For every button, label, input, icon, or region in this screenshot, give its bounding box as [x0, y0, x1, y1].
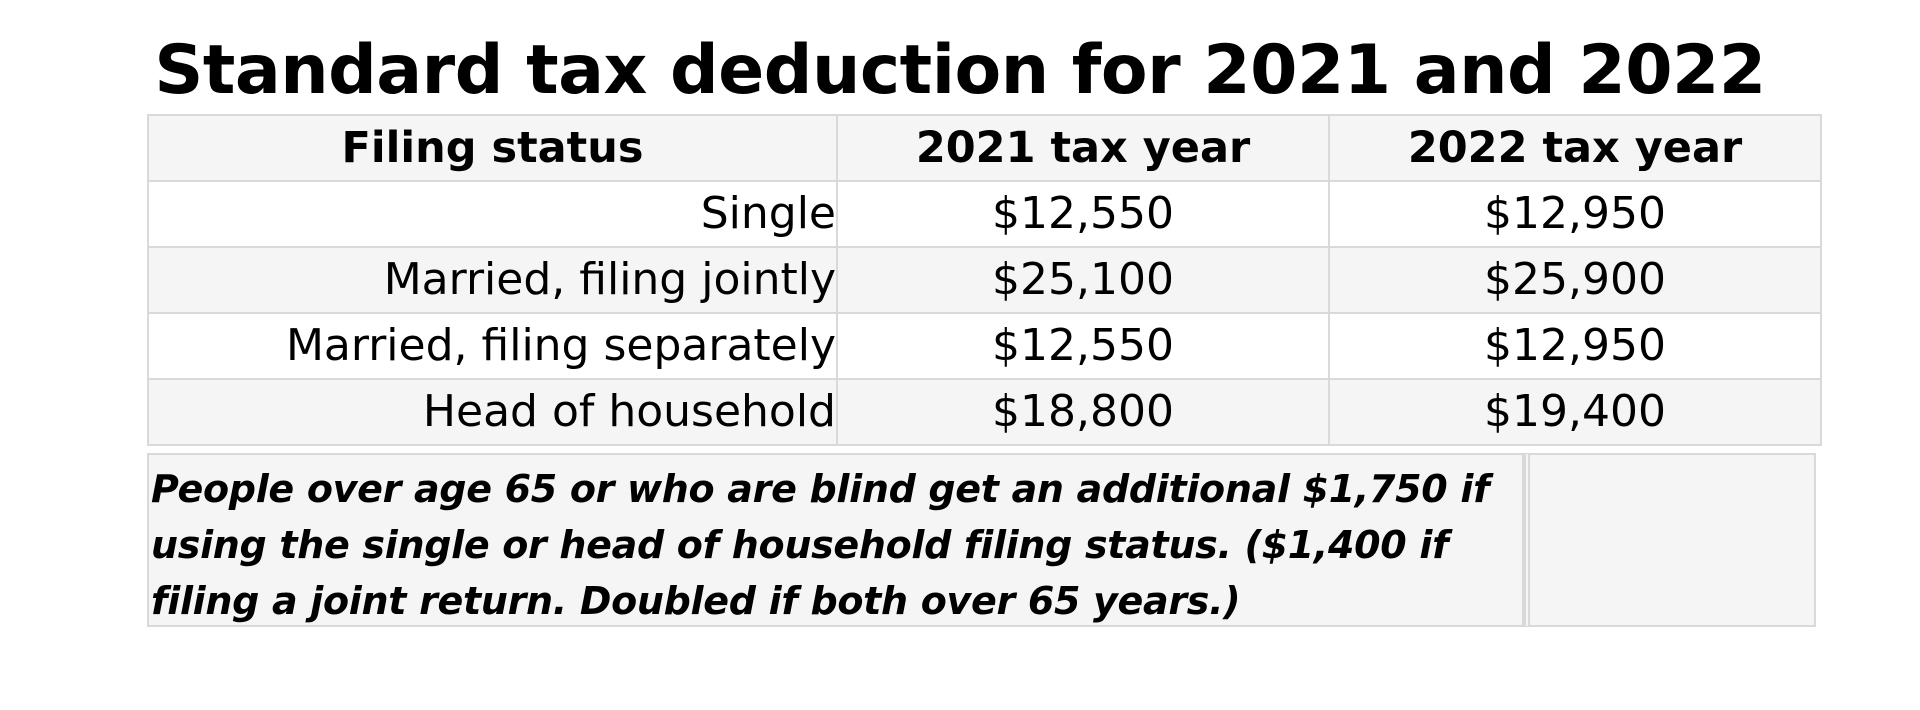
amount-2021-cell: $25,100 — [836, 246, 1330, 314]
table-row: Single $12,550 $12,950 — [147, 180, 1822, 248]
deduction-table: Filing status 2021 tax year 2022 tax yea… — [147, 114, 1822, 446]
table-header-row: Filing status 2021 tax year 2022 tax yea… — [147, 114, 1822, 182]
filing-status-cell: Head of household — [147, 378, 838, 446]
amount-2022-cell: $19,400 — [1328, 378, 1822, 446]
footnote-line: using the single or head of household fi… — [151, 523, 1449, 567]
amount-2022-cell: $12,950 — [1328, 312, 1822, 380]
empty-cell — [1524, 453, 1816, 627]
footnote-line: People over age 65 or who are blind get … — [151, 467, 1490, 511]
table-row: Married, filing jointly $25,100 $25,900 — [147, 246, 1822, 314]
page-title: Standard tax deduction for 2021 and 2022 — [154, 31, 1766, 110]
footnote-line: filing a joint return. Doubled if both o… — [151, 579, 1241, 623]
column-header-filing-status: Filing status — [147, 114, 838, 182]
amount-2022-cell: $12,950 — [1328, 180, 1822, 248]
column-header-2022: 2022 tax year — [1328, 114, 1822, 182]
column-header-2021: 2021 tax year — [836, 114, 1330, 182]
footnote-box: People over age 65 or who are blind get … — [147, 453, 1524, 627]
amount-2021-cell: $12,550 — [836, 312, 1330, 380]
table-row: Married, filing separately $12,550 $12,9… — [147, 312, 1822, 380]
filing-status-cell: Married, filing separately — [147, 312, 838, 380]
table-row: Head of household $18,800 $19,400 — [147, 378, 1822, 446]
filing-status-cell: Single — [147, 180, 838, 248]
amount-2022-cell: $25,900 — [1328, 246, 1822, 314]
amount-2021-cell: $18,800 — [836, 378, 1330, 446]
filing-status-cell: Married, filing jointly — [147, 246, 838, 314]
amount-2021-cell: $12,550 — [836, 180, 1330, 248]
